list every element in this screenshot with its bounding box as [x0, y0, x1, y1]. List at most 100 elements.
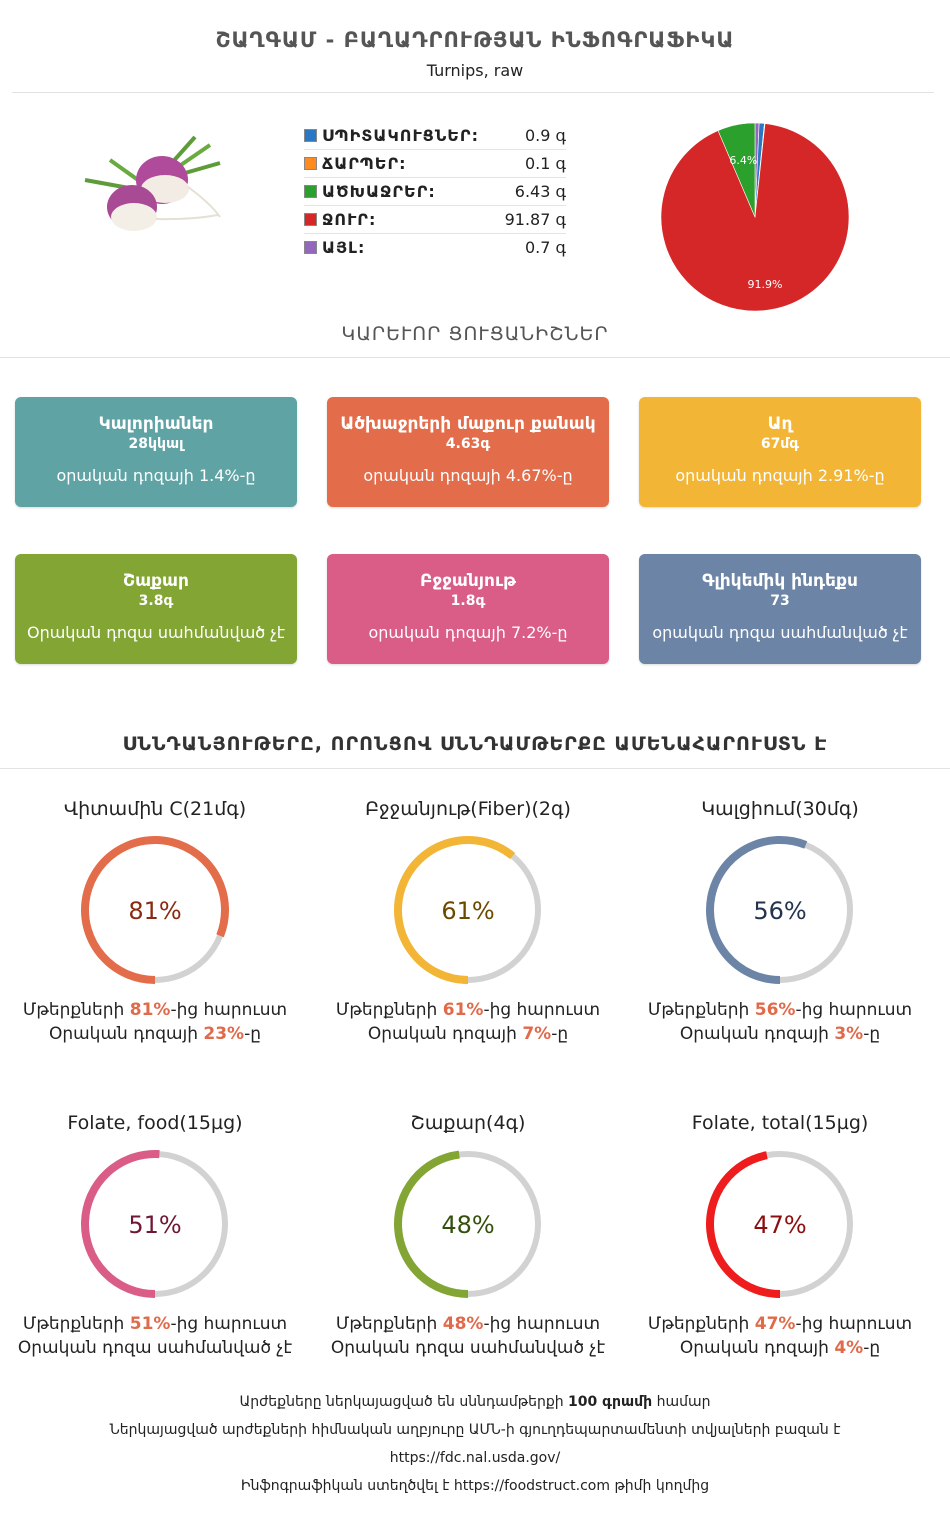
key-indicator-card: Ածխաջրերի մաքուր քանակ 4.63գ օրական դոզայի… — [327, 397, 609, 507]
rank-text: Մթերքների — [647, 1000, 755, 1020]
card-note: օրական դոզա սահմանված չէ — [652, 623, 908, 642]
daily-percent: 23% — [203, 1024, 245, 1044]
card-value: 3.8գ — [138, 593, 174, 609]
ring-progress-arc — [394, 1150, 469, 1298]
rank-percent: 61% — [442, 1000, 484, 1020]
card-value: 4.63գ — [445, 436, 491, 452]
card-note: Օրական դոզա սահմանված չէ — [26, 623, 286, 642]
footer-text: համար — [652, 1394, 711, 1410]
daily-text: Օրական դոզայի — [679, 1024, 835, 1044]
card-title: Շաքար — [123, 571, 189, 591]
nutrient-rank-line: Մթերքների 81%-ից հարուստ — [0, 1000, 310, 1020]
macro-row: ՋՈՒՐ: 91.87 գ — [304, 206, 566, 234]
daily-text: -ը — [551, 1024, 569, 1044]
nutrient-rank-line: Մթերքների 56%-ից հարուստ — [625, 1000, 935, 1020]
ring-percent-label: 47% — [753, 1211, 806, 1239]
ring-progress-arc — [81, 836, 229, 984]
footer-line-2: Ներկայացված արժեքների հիմնական աղբյուրը … — [109, 1422, 841, 1438]
nutrient-block: Շաքար(4գ) 48% Մթերքների 48%-ից հարուստ Օրակ… — [313, 1112, 623, 1358]
page-subtitle: Turnips, raw — [426, 61, 524, 80]
rank-text: -ից հարուստ — [170, 1000, 288, 1020]
card-title: Բջջանյութ — [420, 571, 516, 591]
key-indicator-card: Գլիկեմիկ ինդեքս 73 օրական դոզա սահմանված չ… — [639, 554, 921, 664]
key-indicator-card: Կալորիաներ 28կկալ օրական դոզայի 1.4%-ը — [15, 397, 297, 507]
macro-pie-chart: 91.9% 6.4% — [658, 120, 852, 314]
rank-text: Մթերքների — [22, 1314, 130, 1334]
pie-slice-label: 91.9% — [748, 278, 783, 291]
rank-percent: 48% — [442, 1314, 484, 1334]
rank-percent: 51% — [129, 1314, 171, 1334]
rank-text: Մթերքների — [335, 1000, 443, 1020]
pie-slice-label: 6.4% — [729, 154, 757, 167]
rank-percent: 56% — [754, 1000, 796, 1020]
legend-swatch — [304, 185, 317, 198]
key-indicators-title: ԿԱՐԵՒՈՐ ՑՈՒՑԱՆԻՇՆԵՐ — [341, 323, 609, 345]
rank-percent: 81% — [129, 1000, 171, 1020]
legend-swatch — [304, 157, 317, 170]
card-note: օրական դոզայի 2.91%-ը — [675, 466, 885, 485]
daily-text: -ը — [244, 1024, 262, 1044]
ring-progress-arc — [706, 1151, 781, 1298]
ring-percent-label: 56% — [753, 897, 806, 925]
legend-swatch — [304, 129, 317, 142]
footer-bold: 100 գրամի — [568, 1394, 653, 1410]
daily-text: -ը — [863, 1338, 881, 1358]
nutrient-ring: 56% — [706, 836, 853, 984]
macro-value: 0.9 գ — [524, 126, 566, 145]
macro-label: ԱՅԼ: — [322, 238, 366, 257]
nutrient-block: Folate, food(15µg) 51% Մթերքների 51%-ից հա… — [0, 1112, 310, 1358]
legend-swatch — [304, 213, 317, 226]
rank-text: Մթերքների — [335, 1314, 443, 1334]
ring-progress-arc — [394, 836, 516, 984]
nutrient-ring: 48% — [394, 1150, 541, 1298]
nutrient-title: Կալցիում(30մգ) — [701, 798, 859, 820]
rank-text: Մթերքների — [647, 1314, 755, 1334]
nutrient-rank-line: Մթերքների 47%-ից հարուստ — [625, 1314, 935, 1334]
macro-value: 6.43 գ — [514, 182, 566, 201]
rank-percent: 47% — [754, 1314, 796, 1334]
page-title: ՇԱՂԳԱՄ - ԲԱՂԱԴՐՈՒԹՅԱՆ ԻՆՖՈԳՐԱՖԻԿԱ — [215, 28, 735, 52]
ring-progress-arc — [81, 1150, 160, 1298]
turnip-illustration — [84, 135, 221, 231]
nutrient-daily-line: Օրական դոզայի 4%-ը — [625, 1338, 935, 1358]
footer-text: թիմի կողմից — [610, 1478, 710, 1494]
footer-line-1: Արժեքները ներկայացված են սննդամթերքի 100… — [0, 1392, 950, 1420]
macro-label: ՍՊԻՏԱԿՈՒՑՆԵՐ: — [322, 126, 479, 145]
macro-label: ՃԱՐՊԵՐ: — [322, 154, 407, 173]
macro-table: ՍՊԻՏԱԿՈՒՑՆԵՐ: 0.9 գ ՃԱՐՊԵՐ: 0.1 գ ԱԾԽԱՋՐԵՐ: 6… — [304, 122, 566, 261]
nutrient-rank-line: Մթերքների 51%-ից հարուստ — [0, 1314, 310, 1334]
nutrient-block: Folate, total(15µg) 47% Մթերքների 47%-ից հ… — [625, 1112, 935, 1358]
footer-usda-link[interactable]: https://fdc.nal.usda.gov/ — [389, 1450, 561, 1466]
macro-row: ՍՊԻՏԱԿՈՒՑՆԵՐ: 0.9 գ — [304, 122, 566, 150]
nutrient-daily-line: Օրական դոզայի 3%-ը — [625, 1024, 935, 1044]
ring-percent-label: 51% — [128, 1211, 181, 1239]
nutrient-ring: 51% — [81, 1150, 228, 1298]
divider — [12, 92, 934, 93]
macro-row: ԱԾԽԱՋՐԵՐ: 6.43 գ — [304, 178, 566, 206]
divider — [0, 768, 950, 769]
legend-swatch — [304, 241, 317, 254]
nutrient-title: Շաքար(4գ) — [410, 1112, 526, 1134]
card-note: օրական դոզայի 1.4%-ը — [56, 466, 256, 485]
card-title: Կալորիաներ — [98, 414, 214, 434]
macro-row: ՃԱՐՊԵՐ: 0.1 գ — [304, 150, 566, 178]
nutrient-daily-line: Օրական դոզայի 7%-ը — [313, 1024, 623, 1044]
nutrient-ring: 61% — [394, 836, 541, 984]
macro-label: ՋՈՒՐ: — [322, 210, 377, 229]
rank-text: -ից հարուստ — [483, 1000, 601, 1020]
nutrient-title: Folate, food(15µg) — [67, 1112, 243, 1134]
rank-text: -ից հարուստ — [170, 1314, 288, 1334]
daily-percent: 3% — [834, 1024, 864, 1044]
macro-value: 0.1 գ — [524, 154, 566, 173]
rank-text: Մթերքների — [22, 1000, 130, 1020]
pie-slice — [717, 122, 756, 218]
daily-text: Օրական դոզայի — [48, 1024, 204, 1044]
key-indicator-card: Շաքար 3.8գ Օրական դոզա սահմանված չէ — [15, 554, 297, 664]
footer-foodstruct-link[interactable]: https://foodstruct.com — [453, 1478, 610, 1494]
key-indicator-card: Բջջանյութ 1.8գ օրական դոզայի 7.2%-ը — [327, 554, 609, 664]
nutrient-title: Folate, total(15µg) — [691, 1112, 869, 1134]
macro-value: 91.87 գ — [504, 210, 566, 229]
daily-text: -ը — [863, 1024, 881, 1044]
nutrient-daily-line: Օրական դոզայի 23%-ը — [0, 1024, 310, 1044]
footer: Արժեքները ներկայացված են սննդամթերքի 100… — [0, 1392, 950, 1504]
